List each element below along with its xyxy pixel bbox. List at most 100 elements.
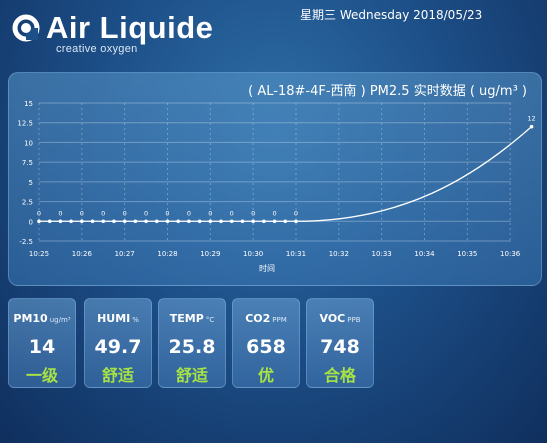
card-unit: °C (205, 316, 215, 324)
card-temp: TEMP °C 25.8 舒适 (158, 298, 226, 388)
data-point (144, 219, 148, 224)
data-label: 0 (230, 209, 234, 217)
data-point (176, 219, 181, 224)
card-status: 优 (257, 366, 274, 385)
y-tick-label: 12.5 (17, 120, 33, 128)
x-tick-label: 10:31 (286, 250, 306, 258)
data-point (133, 219, 138, 224)
y-tick-label: -2.5 (19, 238, 33, 246)
data-point (58, 219, 63, 224)
card-label: PM10 ug/m³ (9, 312, 75, 325)
card-unit: % (132, 316, 139, 324)
y-tick-label: 0 (29, 218, 33, 226)
date-time: 星期三 Wednesday 2018/05/23 (300, 8, 483, 22)
data-label: 0 (187, 209, 191, 217)
x-tick-label: 10:35 (457, 250, 477, 258)
data-point (90, 219, 95, 224)
data-label: 0 (251, 209, 255, 217)
series-line (39, 126, 532, 222)
card-label: VOC PPB (307, 312, 373, 325)
card-label-text: PM10 (13, 312, 48, 325)
data-label: 0 (144, 209, 148, 217)
card-label-text: CO2 (245, 312, 271, 325)
data-point (219, 219, 223, 224)
x-axis-label: 时间 (259, 263, 275, 273)
chart-title: ( AL-18#-4F-西南 ) PM2.5 实时数据 ( ug/m³ ) (248, 84, 527, 99)
x-tick-label: 10:32 (329, 250, 349, 258)
x-tick-label: 10:25 (29, 250, 49, 258)
card-unit: PPM (272, 316, 287, 324)
data-point (272, 219, 277, 224)
data-label: 0 (80, 209, 84, 217)
card-label-text: VOC (319, 312, 346, 325)
data-label: 0 (123, 209, 127, 217)
card-status: 合格 (323, 366, 356, 385)
x-tick-label: 10:34 (414, 250, 435, 258)
card-value: 25.8 (168, 336, 216, 358)
data-point (529, 124, 534, 129)
card-label: CO2 PPM (233, 312, 299, 325)
data-point (80, 219, 84, 224)
card-label-text: TEMP (169, 312, 204, 325)
card-voc: VOC PPB 748 合格 (306, 298, 374, 388)
y-tick-label: 10 (24, 139, 33, 147)
y-tick-label: 5 (29, 179, 33, 187)
y-tick-label: 7.5 (22, 159, 33, 167)
data-point (165, 219, 170, 224)
data-point (101, 219, 106, 224)
data-point (229, 219, 234, 224)
data-point (154, 219, 159, 224)
card-value: 14 (28, 336, 56, 358)
data-point (294, 219, 298, 224)
brand-name: Air Liquide (46, 10, 214, 45)
y-tick-label: 15 (24, 100, 33, 108)
data-point (122, 219, 127, 224)
card-label: HUMI% (85, 312, 151, 325)
sensor-cards: PM10 ug/m³ 14 一级 HUMI% 49.7 舒适 TEMP °C 25.… (8, 298, 378, 388)
x-tick-label: 10:30 (243, 250, 263, 258)
data-point (208, 219, 213, 224)
data-label: 0 (165, 209, 169, 217)
x-tick-label: 10:28 (157, 250, 177, 258)
x-tick-label: 10:33 (372, 250, 392, 258)
card-value: 49.7 (94, 336, 142, 358)
card-label: TEMP °C (159, 312, 225, 325)
card-unit: ug/m³ (49, 316, 71, 324)
data-point (251, 219, 255, 224)
data-point (240, 219, 245, 224)
card-status: 一级 (25, 366, 58, 385)
data-label: 0 (101, 209, 105, 217)
data-label: 0 (294, 209, 298, 217)
data-point (283, 219, 288, 224)
card-humi: HUMI% 49.7 舒适 (84, 298, 152, 388)
brand-tagline: creative oxygen (56, 43, 138, 55)
data-point (197, 219, 202, 224)
data-label: 0 (37, 209, 41, 217)
data-point (37, 219, 41, 224)
card-status: 舒适 (175, 366, 208, 385)
data-point (112, 219, 116, 224)
data-point (47, 219, 52, 224)
data-label: 0 (208, 209, 212, 217)
data-point (187, 219, 191, 224)
x-tick-label: 10:26 (72, 250, 93, 258)
y-tick-label: 2.5 (22, 199, 33, 207)
card-status: 舒适 (101, 366, 134, 385)
x-tick-label: 10:29 (200, 250, 220, 258)
data-point (69, 219, 73, 224)
card-label-text: HUMI (97, 312, 131, 325)
brand-logo: Air Liquide creative oxygen (10, 8, 220, 58)
card-value: 658 (246, 336, 286, 358)
data-label: 0 (58, 209, 62, 217)
card-value: 748 (320, 336, 360, 358)
data-point (262, 219, 266, 224)
card-co2: CO2 PPM 658 优 (232, 298, 300, 388)
data-label: 12 (527, 115, 535, 123)
card-unit: PPB (347, 316, 361, 324)
x-tick-label: 10:27 (115, 250, 135, 258)
air-liquide-logo-icon (12, 14, 40, 42)
card-pm10: PM10 ug/m³ 14 一级 (8, 298, 76, 388)
data-label: 0 (273, 209, 277, 217)
pm25-line-chart: -2.5 0 2.5 5 7.5 10 12.5 15 10:25 10:26 10:27 10:28… (17, 100, 535, 273)
x-tick-label: 10:36 (500, 250, 521, 258)
